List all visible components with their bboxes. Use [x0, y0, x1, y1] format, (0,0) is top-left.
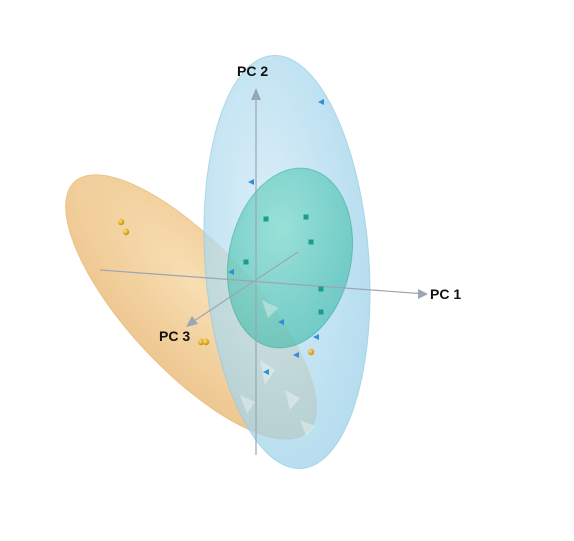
data-point-group-2-1 [263, 216, 269, 222]
data-point-group-3-2 [248, 179, 254, 185]
data-point-group-3-3 [228, 269, 234, 275]
data-point-group-1-1 [117, 218, 125, 226]
data-point-group-3-4 [278, 319, 284, 325]
axis-label-pc1: PC 1 [430, 286, 461, 302]
axis-pc3-line [187, 251, 299, 326]
data-point-group-1-3 [197, 338, 205, 346]
axis-pc3-arrowhead [186, 316, 198, 327]
data-point-group-1-4 [202, 338, 210, 346]
data-point-group-2-6 [318, 309, 324, 315]
data-point-group-2-4 [243, 259, 249, 265]
data-point-group-3-7 [263, 369, 269, 375]
axis-label-pc3: PC 3 [159, 328, 190, 344]
data-points [117, 99, 324, 375]
data-point-group-3-1 [318, 99, 324, 105]
data-point-group-3-5 [313, 334, 319, 340]
data-point-group-1-2 [122, 228, 130, 236]
axes [99, 88, 428, 455]
axis-pc2-arrowhead [251, 88, 261, 100]
axis-label-pc2: PC 2 [237, 63, 268, 79]
axis-pc1-line [99, 269, 427, 295]
axis-pc1-arrowhead [418, 289, 428, 299]
ellipsoids [65, 54, 371, 470]
data-point-group-3-6 [293, 352, 299, 358]
data-point-group-1-5 [307, 348, 315, 356]
data-point-group-2-3 [308, 239, 314, 245]
data-point-group-2-2 [303, 214, 309, 220]
data-point-group-2-5 [318, 286, 324, 292]
